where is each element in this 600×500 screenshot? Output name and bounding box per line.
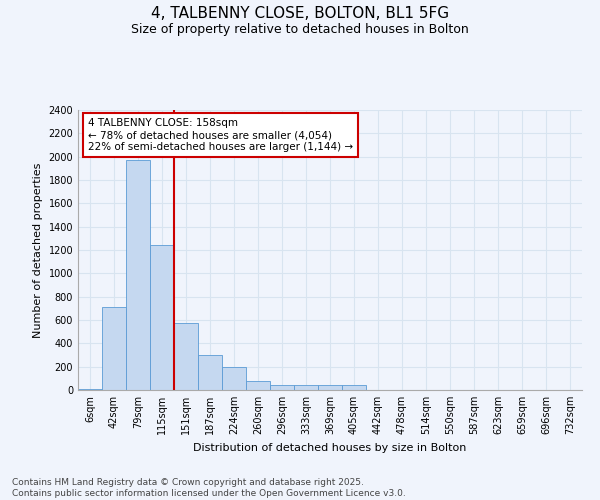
Bar — [342, 386, 366, 390]
Bar — [246, 380, 270, 390]
Bar — [270, 386, 294, 390]
Text: Size of property relative to detached houses in Bolton: Size of property relative to detached ho… — [131, 22, 469, 36]
Bar — [222, 366, 246, 390]
Bar — [78, 389, 102, 390]
Bar — [126, 160, 150, 390]
Bar — [294, 386, 318, 390]
Bar — [174, 323, 198, 390]
Y-axis label: Number of detached properties: Number of detached properties — [33, 162, 43, 338]
Bar — [318, 386, 342, 390]
Bar — [198, 355, 222, 390]
Text: 4 TALBENNY CLOSE: 158sqm
← 78% of detached houses are smaller (4,054)
22% of sem: 4 TALBENNY CLOSE: 158sqm ← 78% of detach… — [88, 118, 353, 152]
Text: 4, TALBENNY CLOSE, BOLTON, BL1 5FG: 4, TALBENNY CLOSE, BOLTON, BL1 5FG — [151, 6, 449, 20]
Bar — [102, 307, 126, 390]
X-axis label: Distribution of detached houses by size in Bolton: Distribution of detached houses by size … — [193, 442, 467, 452]
Text: Contains HM Land Registry data © Crown copyright and database right 2025.
Contai: Contains HM Land Registry data © Crown c… — [12, 478, 406, 498]
Bar — [150, 246, 174, 390]
